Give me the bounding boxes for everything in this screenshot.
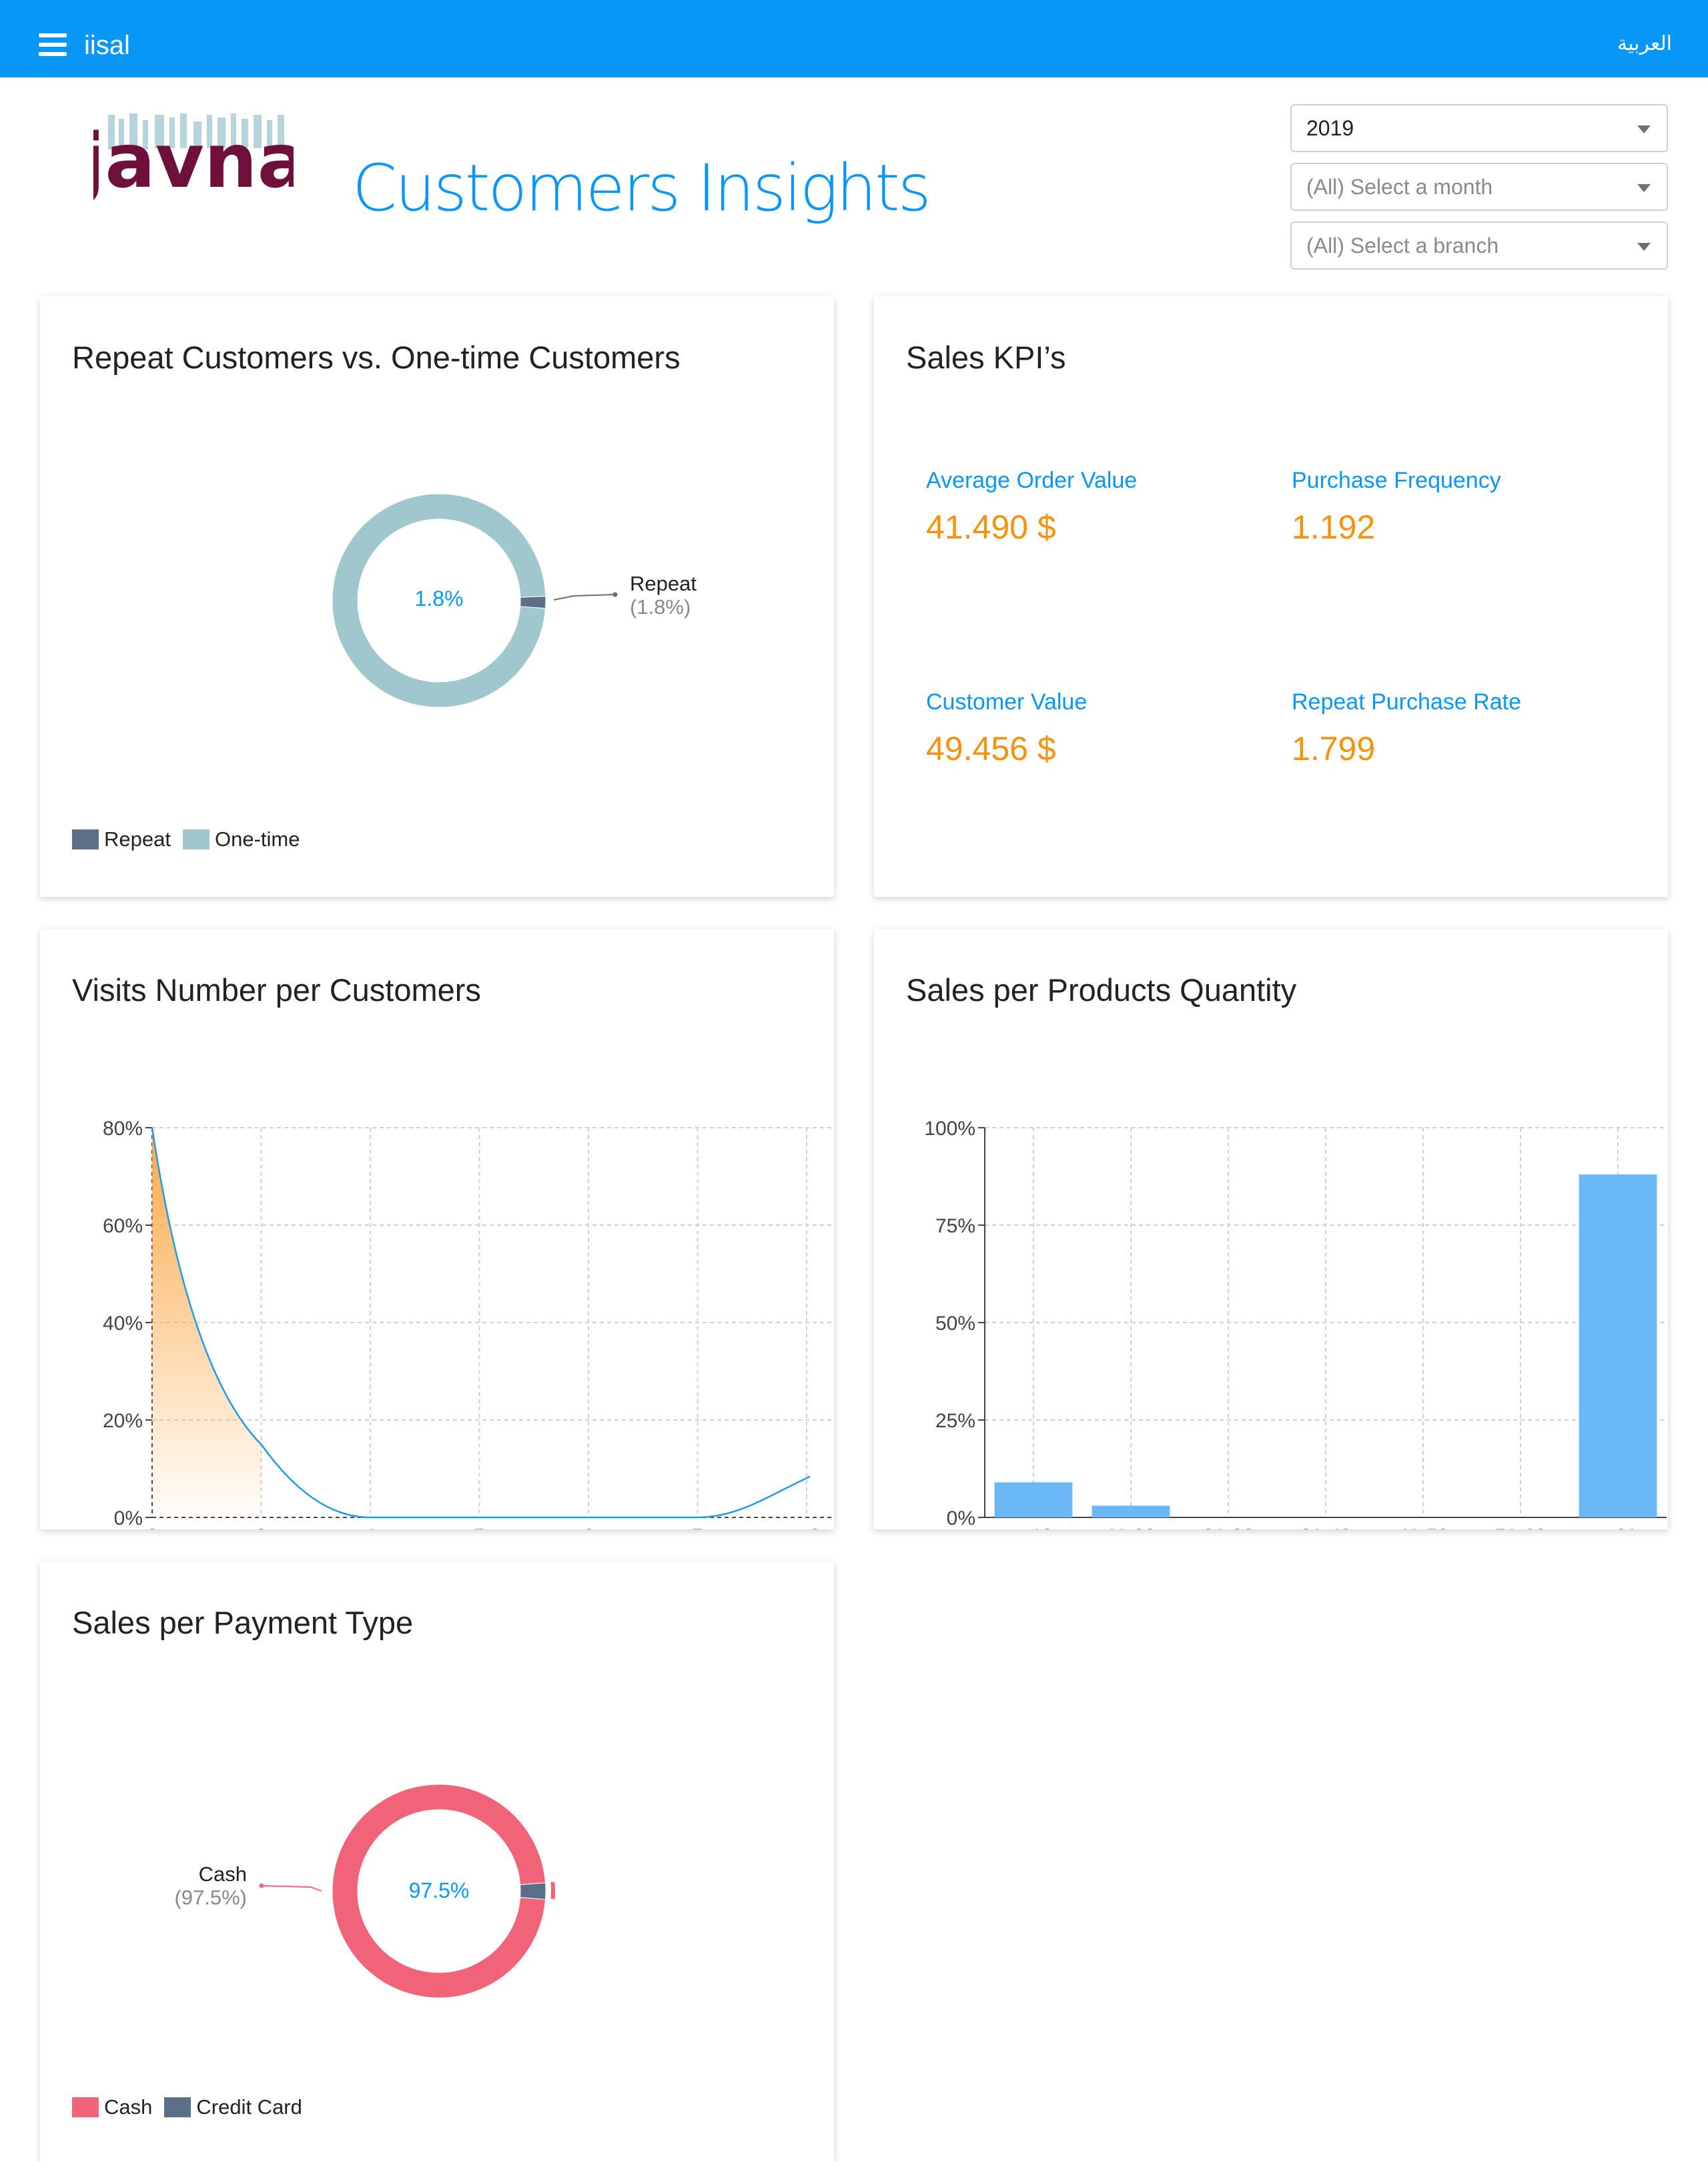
logo-text: javna <box>93 118 294 205</box>
visits-x-tick-label: 5 <box>474 1525 485 1529</box>
legend-item-repeat[interactable]: Repeat <box>72 825 171 854</box>
products-x-tick-label: ≥ 61 <box>1599 1525 1637 1529</box>
app-name[interactable]: iisal <box>84 31 130 60</box>
repeat-customers-donut-chart: 1.8% Repeat (1.8%) <box>332 493 697 708</box>
visits-x-tick-label: 2 <box>147 1525 158 1529</box>
series-line <box>151 1127 811 1519</box>
sales-kpi-card: Sales KPI’s Average Order Value 41.490 $… <box>874 296 1668 897</box>
year-select-value: 2019 <box>1306 116 1354 140</box>
callout-percent: (1.8%) <box>630 595 691 619</box>
callout-dot <box>612 592 618 597</box>
visits-area-chart: 0% 20% 40% 60% 80% 2 3 4 5 6 7 ≥ 8 <box>103 1118 834 1529</box>
donut-center-label: 1.8% <box>415 587 464 611</box>
legend-swatch <box>182 829 209 849</box>
callout-line <box>553 594 616 601</box>
pie-slice-repeat <box>520 596 546 609</box>
kpi-label-repeat-purchase-rate: Repeat Purchase Rate <box>1292 689 1521 715</box>
card-title: Sales per Products Quantity <box>906 972 1297 1008</box>
legend-swatch <box>164 2097 191 2117</box>
kpi-value-customer-value: 49.456 $ <box>926 730 1056 767</box>
visits-y-tick-label: 40% <box>103 1313 143 1335</box>
legend-item-credit-card[interactable]: Credit Card <box>164 2093 302 2122</box>
visits-x-tick-label: 6 <box>583 1525 594 1529</box>
legend-item-one-time[interactable]: One-time <box>182 825 300 854</box>
visits-x-tick-label: 3 <box>256 1525 267 1529</box>
slice-highlight-ring <box>550 1882 555 1899</box>
branch-select-placeholder: (All) Select a branch <box>1306 234 1499 258</box>
top-app-bar: iisal العربية <box>0 0 1708 77</box>
kpi-value-average-order-value: 41.490 $ <box>926 508 1056 546</box>
kpi-label-purchase-frequency: Purchase Frequency <box>1292 468 1501 493</box>
kpi-value-repeat-purchase-rate: 1.799 <box>1292 730 1376 767</box>
payment-type-card: Sales per Payment Type 97.5% Cash (97.5%… <box>40 1561 834 2162</box>
chevron-down-icon <box>1637 125 1651 133</box>
products-x-tick-label: 51-60 <box>1495 1525 1547 1529</box>
card-title: Repeat Customers vs. One-time Customers <box>72 340 681 375</box>
visits-per-customer-card: Visits Number per Customers 0% 20% 40% 60% 8… <box>40 929 834 1529</box>
products-y-tick-label: 75% <box>935 1215 975 1237</box>
callout-name: Repeat <box>630 572 697 595</box>
bar-11-20 <box>1092 1505 1170 1517</box>
products-quantity-card: Sales per Products Quantity 0% 25% 50% 75% 1… <box>874 929 1668 1529</box>
pie-slice-one-time <box>332 493 546 708</box>
products-x-tick-label: 41-50 <box>1398 1525 1449 1529</box>
callout-percent: (97.5%) <box>174 1886 247 1909</box>
repeat-customers-card: Repeat Customers vs. One-time Customers … <box>40 296 834 897</box>
products-x-tick-label: 31-40 <box>1300 1525 1352 1529</box>
kpi-label-customer-value: Customer Value <box>926 689 1088 715</box>
pie-slice-cash <box>332 1784 546 1999</box>
language-switch-link[interactable]: العربية <box>1617 33 1672 55</box>
visits-x-tick-label: ≥ 8 <box>793 1525 820 1529</box>
legend-swatch <box>72 2097 99 2117</box>
bar-≥ 61 <box>1579 1174 1657 1517</box>
chevron-down-icon <box>1637 243 1651 251</box>
payment-type-donut-chart: 97.5% Cash (97.5%) <box>174 1784 555 1999</box>
page-title: Customers Insights <box>352 151 931 226</box>
kpi-value-purchase-frequency: 1.192 <box>1292 508 1376 546</box>
chart-legend: Repeat One-time <box>72 825 312 854</box>
products-x-tick-label: 11-20 <box>1106 1525 1156 1529</box>
bar-≤ 10 <box>994 1482 1073 1517</box>
year-select[interactable]: 2019 <box>1290 104 1668 152</box>
callout-name: Cash <box>199 1862 247 1886</box>
javna-logo: javna <box>93 113 294 205</box>
donut-center-label: 97.5% <box>409 1878 470 1902</box>
visits-y-tick-label: 0% <box>114 1507 143 1529</box>
visits-y-tick-label: 60% <box>103 1215 143 1237</box>
chart-legend: Cash Credit Card <box>72 2093 314 2122</box>
visits-y-tick-label: 80% <box>103 1118 143 1140</box>
products-y-tick-label: 100% <box>924 1118 975 1140</box>
products-y-tick-label: 25% <box>935 1410 975 1432</box>
products-x-tick-label: 21-30 <box>1203 1525 1254 1529</box>
visits-x-tick-label: 4 <box>365 1525 376 1529</box>
products-bar-chart: 0% 25% 50% 75% 100% ≤ 10 11-20 21-30 31-40 41-50 5… <box>924 1118 1667 1529</box>
legend-item-cash[interactable]: Cash <box>72 2093 152 2122</box>
visits-x-tick-label: 7 <box>692 1525 703 1529</box>
card-title: Sales per Payment Type <box>72 1605 414 1640</box>
month-select-placeholder: (All) Select a month <box>1306 175 1493 199</box>
card-title: Sales KPI’s <box>906 340 1066 375</box>
menu-icon[interactable] <box>39 33 67 57</box>
chevron-down-icon <box>1637 184 1651 192</box>
callout-line <box>261 1885 322 1892</box>
month-select[interactable]: (All) Select a month <box>1290 163 1668 211</box>
visits-y-tick-label: 20% <box>103 1410 143 1432</box>
legend-swatch <box>72 829 99 849</box>
products-x-tick-label: ≤ 10 <box>1014 1525 1053 1529</box>
products-y-tick-label: 0% <box>947 1507 975 1529</box>
callout-dot <box>259 1883 264 1888</box>
area-fill <box>152 1128 262 1517</box>
branch-select[interactable]: (All) Select a branch <box>1290 222 1668 270</box>
kpi-label-average-order-value: Average Order Value <box>926 468 1138 493</box>
pie-slice-credit-card <box>520 1882 546 1900</box>
products-y-tick-label: 50% <box>935 1313 975 1335</box>
card-title: Visits Number per Customers <box>72 972 481 1008</box>
